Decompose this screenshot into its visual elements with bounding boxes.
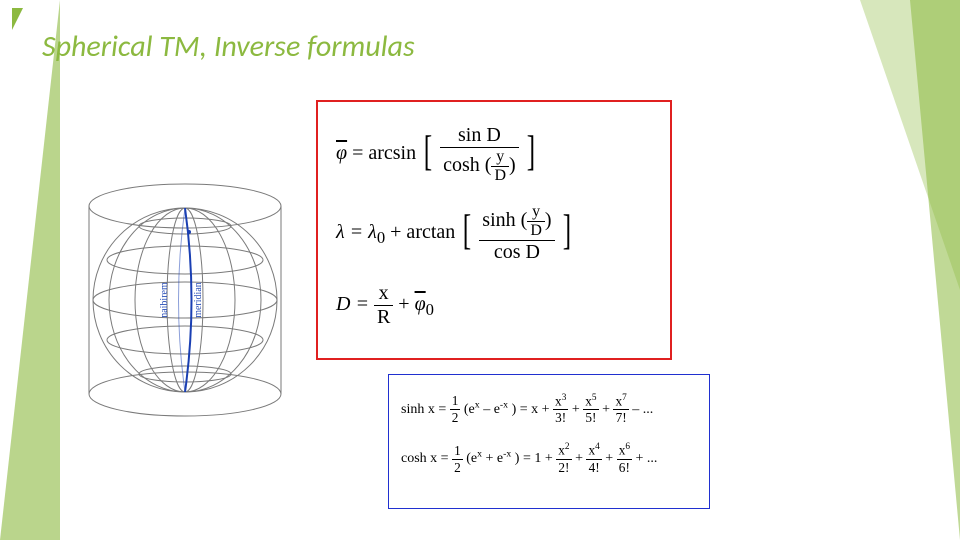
main-formula-box: φ = arcsin [ sin D cosh ( y D ) ] λ = λ0… — [316, 100, 672, 360]
cosh-t1-num: x2 — [556, 442, 571, 459]
series-formula-box: sinh x = 12 (ex – e-x ) = x + x33! + x55… — [388, 374, 710, 509]
lambda-lhs-a: λ = λ — [336, 221, 377, 243]
D-fraction: x R — [374, 282, 393, 329]
lambda-fraction: sinh ( y D ) cos D — [479, 203, 554, 264]
lambda-arctan: + arctan — [390, 221, 460, 243]
sinh-t2-exp: 5 — [592, 393, 597, 403]
cosh-t2-den: 4! — [586, 460, 601, 476]
meridian-label: meridian — [193, 282, 204, 318]
phi-den: cosh ( y D ) — [440, 148, 519, 185]
cosh-plus2: + — [605, 451, 616, 466]
sinh-half-num: 1 — [450, 393, 461, 410]
sinh-t1: x33! — [553, 393, 568, 426]
sinh-exp2: -x — [500, 399, 508, 410]
sinh-t2-base: x — [585, 393, 592, 408]
cosh-t3-den: 6! — [617, 460, 632, 476]
sinh-t3-den: 7! — [613, 410, 628, 426]
D-tail: φ — [415, 293, 426, 315]
sinh-t3-exp: 7 — [622, 393, 627, 403]
equation-phi: φ = arcsin [ sin D cosh ( y D ) ] — [336, 124, 652, 185]
cosh-paren: (e — [466, 451, 477, 466]
phi-inner-num: y — [491, 148, 509, 167]
cosh-t1-base: x — [558, 443, 565, 458]
sinh-t2: x55! — [583, 393, 598, 426]
cosh-t1-exp: 2 — [565, 442, 570, 452]
cosh-t1-den: 2! — [556, 460, 571, 476]
phi-arcsin: = arcsin — [352, 142, 421, 164]
cosh-t3-exp: 6 — [625, 442, 630, 452]
equation-sinh-series: sinh x = 12 (ex – e-x ) = x + x33! + x55… — [401, 393, 697, 426]
sinh-t1-den: 3! — [553, 410, 568, 426]
lambda-inner-frac: y D — [527, 203, 545, 240]
cosh-exp1: x — [477, 449, 482, 460]
cosh-plus: + e — [486, 451, 504, 466]
decor-triangle-bottom-left — [0, 0, 60, 540]
sinh-half: 12 — [450, 393, 461, 426]
bracket-close-icon-2: ] — [562, 215, 570, 249]
diagram-svg: naibirem meridian — [70, 170, 300, 430]
sinh-minus: – e — [483, 402, 500, 417]
sinh-t3-num: x7 — [613, 393, 628, 410]
cosh-t2-exp: 4 — [595, 442, 600, 452]
bracket-close-icon: ] — [527, 136, 535, 170]
bracket-open-icon: [ — [424, 136, 432, 170]
sinh-plus2: + — [602, 402, 613, 417]
lambda-sinh: sinh — [482, 209, 520, 231]
cosh-half: 12 — [452, 443, 463, 476]
phi-inner-den: D — [491, 167, 509, 185]
phi-lhs: φ — [336, 142, 347, 164]
phi-fraction: sin D cosh ( y D ) — [440, 124, 519, 185]
equation-D: D = x R + φ0 — [336, 282, 652, 329]
sinh-paren: (e — [464, 402, 475, 417]
sinh-plus1: + — [572, 402, 583, 417]
equation-lambda: λ = λ0 + arctan [ sinh ( y D ) cos D ] — [336, 203, 652, 264]
cosh-half-den: 2 — [452, 460, 463, 476]
decor-leaf-icon — [12, 8, 23, 30]
meridian-label-mirrored: naibirem — [159, 282, 170, 318]
lambda-inner-den: D — [527, 222, 545, 240]
cosh-t2: x44! — [586, 442, 601, 475]
lambda-inner-num: y — [527, 203, 545, 222]
cosh-half-num: 1 — [452, 443, 463, 460]
sinh-t3: x77! — [613, 393, 628, 426]
sinh-half-den: 2 — [450, 410, 461, 426]
sinh-t1-base: x — [555, 393, 562, 408]
cosh-dots: + ... — [636, 451, 658, 466]
sphere-in-cylinder-diagram: naibirem meridian — [70, 170, 300, 430]
D-plus: + — [398, 293, 414, 315]
cosh-t2-num: x4 — [586, 442, 601, 459]
sinh-dots: – ... — [632, 402, 653, 417]
lambda-zero-sub: 0 — [377, 228, 385, 247]
sinh-t1-num: x3 — [553, 393, 568, 410]
sinh-t2-den: 5! — [583, 410, 598, 426]
cosh-t3-num: x6 — [617, 442, 632, 459]
sinh-lhs: sinh x = — [401, 402, 450, 417]
decor-triangle-top-right — [910, 0, 960, 540]
lambda-num: sinh ( y D ) — [479, 203, 554, 241]
sinh-close: ) = x + — [512, 402, 553, 417]
page-title: Spherical TM, Inverse formulas — [42, 28, 415, 65]
cosh-t1: x22! — [556, 442, 571, 475]
sinh-t1-exp: 3 — [562, 393, 567, 403]
equation-cosh-series: cosh x = 12 (ex + e-x ) = 1 + x22! + x44… — [401, 442, 697, 475]
D-zero-sub: 0 — [426, 300, 434, 319]
phi-inner-frac: y D — [491, 148, 509, 185]
sinh-exp1: x — [475, 399, 480, 410]
D-lhs: D = — [336, 293, 374, 315]
phi-num: sin D — [440, 124, 519, 148]
cosh-plus1: + — [575, 451, 586, 466]
sinh-t2-num: x5 — [583, 393, 598, 410]
D-num: x — [374, 282, 393, 306]
cosh-t3: x66! — [617, 442, 632, 475]
cosh-exp2: -x — [503, 449, 511, 460]
phi-cosh: cosh — [443, 154, 485, 176]
D-den: R — [374, 306, 393, 329]
bracket-open-icon-2: [ — [463, 215, 471, 249]
lambda-den: cos D — [479, 241, 554, 264]
slide: Spherical TM, Inverse formulas — [0, 0, 960, 540]
cosh-close: ) = 1 + — [515, 451, 556, 466]
cosh-lhs: cosh x = — [401, 451, 452, 466]
